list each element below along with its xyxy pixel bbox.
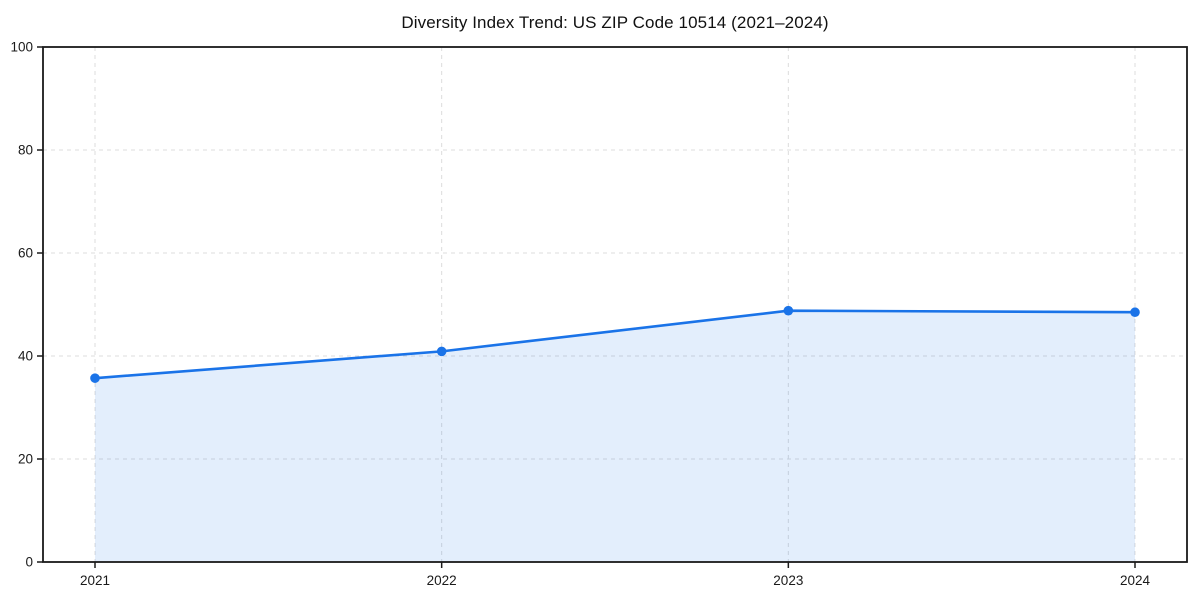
y-tick-label: 0 — [25, 555, 33, 570]
data-point-marker — [783, 305, 794, 316]
x-tick-label: 2022 — [427, 573, 457, 588]
chart-title: Diversity Index Trend: US ZIP Code 10514… — [401, 13, 829, 32]
x-tick-label: 2024 — [1120, 573, 1151, 588]
data-point-marker — [90, 373, 100, 383]
x-tick-label: 2023 — [773, 573, 803, 588]
trend-line — [93, 309, 1137, 380]
plot-border — [42, 46, 1188, 563]
y-tick-label: 80 — [18, 143, 33, 158]
data-point-marker — [1130, 307, 1140, 318]
area-fill — [95, 310, 1135, 562]
y-tick-label: 40 — [18, 349, 33, 364]
data-point-marker — [436, 346, 447, 357]
y-tick-label: 60 — [18, 246, 33, 261]
y-tick-label: 100 — [10, 40, 33, 55]
x-tick-label: 2021 — [80, 573, 110, 588]
y-tick-label: 20 — [18, 452, 33, 467]
